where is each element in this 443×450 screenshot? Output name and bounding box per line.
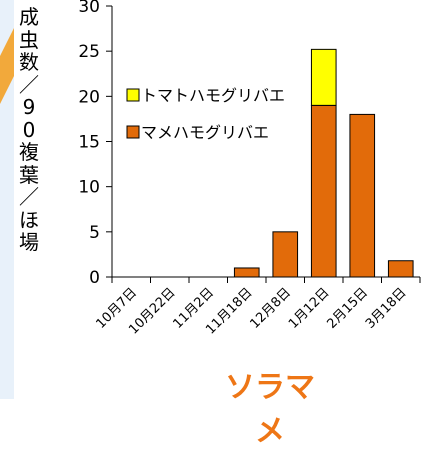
y-axis-label-char: ほ (19, 207, 39, 232)
y-axis-label: 成虫数／ 9 0 複葉／ほ場 (14, 6, 44, 254)
legend-label: マメハモグリバエ (141, 123, 269, 142)
y-axis-label-char: 葉 (19, 162, 39, 187)
y-axis-label-char: 成 (19, 5, 39, 29)
bar-chart: 05101520253010月7日10月22日11月2日11月18日12月8日1… (78, 0, 421, 338)
y-axis-label-char: 数 (19, 50, 39, 74)
x-tick-label: 1月12日 (286, 285, 333, 332)
y-tick-label: 5 (89, 223, 100, 243)
y-tick-label: 0 (89, 268, 100, 288)
y-axis-label-char: 場 (19, 230, 39, 254)
bar (349, 113, 376, 278)
y-tick-label: 30 (78, 0, 100, 17)
y-tick-label: 25 (78, 42, 100, 62)
y-axis-label-char: 9 (22, 95, 36, 119)
bar (310, 104, 337, 278)
legend-label: トマトハモグリバエ (141, 86, 285, 105)
y-axis-label-char: 複 (19, 140, 39, 164)
x-tick-label: 3月18日 (363, 285, 410, 332)
x-tick-label: 12月8日 (248, 285, 295, 332)
y-tick-label: 15 (78, 133, 100, 153)
bar (233, 267, 260, 278)
chart-title: ソラマメ (225, 370, 315, 449)
y-tick-label: 10 (78, 178, 100, 198)
x-tick-label: 2月15日 (325, 285, 372, 332)
y-axis-label-char: ／ (19, 72, 39, 97)
bar (272, 231, 299, 278)
y-axis-label-char: 虫 (19, 27, 39, 52)
y-tick-label: 20 (78, 87, 100, 107)
legend-swatch (126, 125, 140, 139)
left-accent-bar (0, 0, 14, 399)
y-axis-label-char: ／ (19, 185, 39, 209)
legend-swatch (126, 88, 140, 102)
bar (310, 48, 337, 106)
bar (387, 260, 414, 278)
y-axis-label-char: 0 (22, 117, 36, 142)
